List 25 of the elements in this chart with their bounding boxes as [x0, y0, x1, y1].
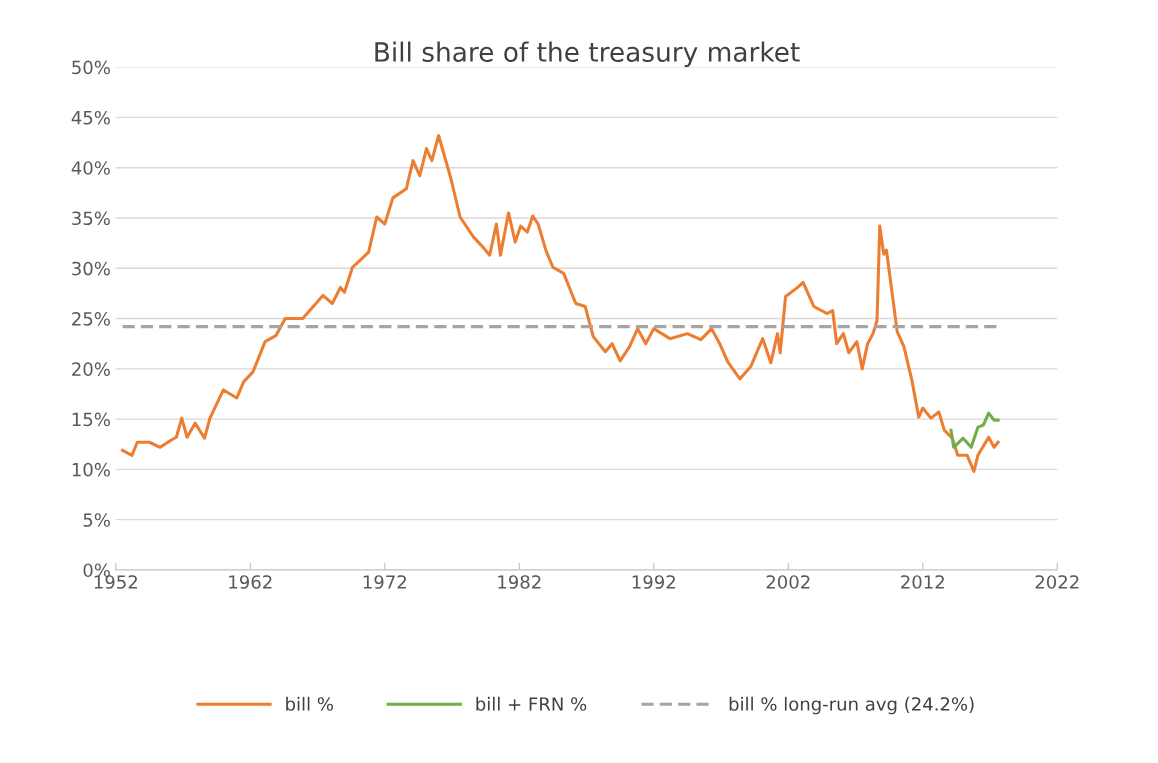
x-tick-label: 1972 — [363, 575, 406, 589]
y-tick-label: 0% — [83, 563, 110, 578]
y-tick-label: 20% — [72, 362, 110, 376]
legend-label: bill % long-run avg (24.2%) — [729, 696, 974, 715]
chart-title: Bill share of the treasury market — [375, 41, 800, 68]
y-tick-label: 40% — [71, 161, 110, 175]
x-tick-label: 2022 — [1035, 575, 1079, 589]
y-tick-label: 10% — [72, 462, 110, 477]
y-tick-label: 30% — [72, 261, 110, 276]
y-tick-label: 5% — [83, 513, 110, 527]
x-tick-label: 1952 — [94, 575, 137, 589]
y-tick-label: 45% — [71, 110, 110, 125]
x-tick-label: 1982 — [498, 575, 541, 589]
legend-label: bill % — [286, 696, 333, 711]
y-tick-label: 25% — [72, 312, 110, 326]
line-series — [120, 134, 1000, 473]
y-tick-label: 50% — [72, 60, 110, 75]
y-tick-label: 15% — [72, 412, 110, 427]
legend-label: bill + FRN % — [476, 696, 587, 711]
x-tick-label: 2012 — [901, 575, 944, 589]
x-tick-label: 2002 — [766, 575, 810, 589]
y-tick-label: 35% — [72, 211, 110, 226]
x-tick-label: 1962 — [229, 575, 272, 589]
line-series — [949, 411, 1000, 449]
x-tick-label: 1992 — [632, 575, 675, 589]
